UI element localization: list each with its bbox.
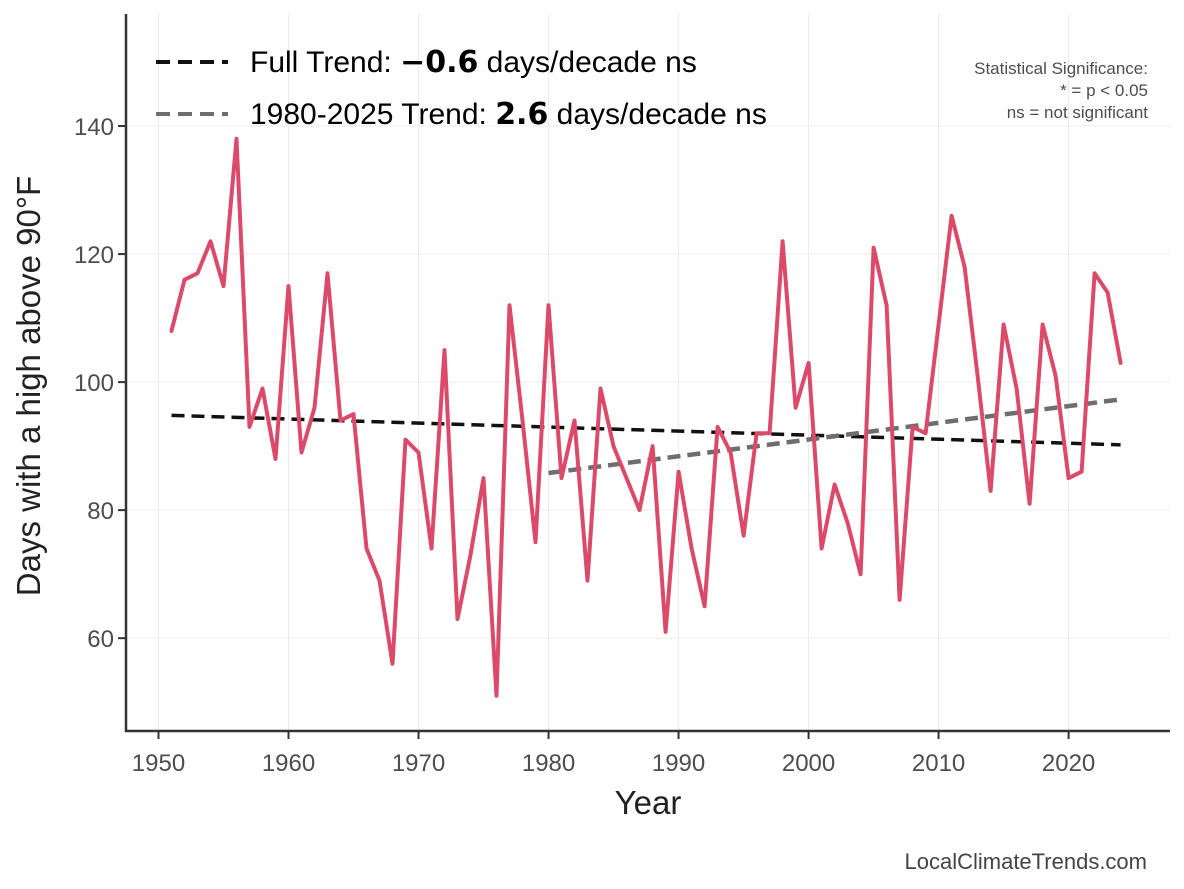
legend-suffix: days/decade ns <box>548 98 766 131</box>
legend-label-1980-trend: 1980-2025 Trend: 2.6 days/decade ns <box>250 97 767 132</box>
y-tick-label: 60 <box>87 626 114 653</box>
x-tick-label: 1960 <box>262 750 315 777</box>
x-tick-label: 1980 <box>522 750 575 777</box>
legend-label-full-trend: Full Trend: −0.6 days/decade ns <box>250 45 697 80</box>
data-series <box>169 136 1123 698</box>
full-trend-line <box>171 413 1121 447</box>
x-tick-label: 1970 <box>392 750 445 777</box>
legend-prefix: 1980-2025 Trend: <box>250 98 495 131</box>
legend-suffix: days/decade ns <box>478 46 696 79</box>
significance-note: Statistical Significance: * = p < 0.05 n… <box>974 59 1148 122</box>
x-tick-label: 2010 <box>912 750 965 777</box>
x-tick-label: 1950 <box>132 750 185 777</box>
recent-trend-line <box>548 397 1121 476</box>
x-tick-label: 2020 <box>1042 750 1095 777</box>
x-tick-label: 1990 <box>652 750 705 777</box>
significance-title: Statistical Significance: <box>974 59 1148 78</box>
y-ticks: 60 80 100 120 140 <box>74 114 126 653</box>
y-axis-title: Days with a high above 90°F <box>10 176 47 596</box>
significance-ns: ns = not significant <box>1007 103 1149 122</box>
legend-prefix: Full Trend: <box>250 46 400 79</box>
legend: Full Trend: −0.6 days/decade ns 1980-202… <box>156 45 767 132</box>
significance-star: * = p < 0.05 <box>1060 81 1148 100</box>
y-tick-label: 140 <box>74 114 114 141</box>
series-line <box>169 136 1123 698</box>
x-axis-title: Year <box>615 784 682 821</box>
axes <box>124 14 1170 733</box>
y-tick-label: 100 <box>74 370 114 397</box>
y-tick-label: 80 <box>87 498 114 525</box>
legend-value: −0.6 <box>400 45 478 80</box>
y-tick-label: 120 <box>74 242 114 269</box>
legend-value: 2.6 <box>495 97 548 132</box>
x-ticks: 1950 1960 1970 1980 1990 2000 2010 2020 <box>132 731 1095 777</box>
x-tick-label: 2000 <box>782 750 835 777</box>
credit-text: LocalClimateTrends.com <box>905 849 1148 874</box>
trend-lines <box>171 397 1121 476</box>
